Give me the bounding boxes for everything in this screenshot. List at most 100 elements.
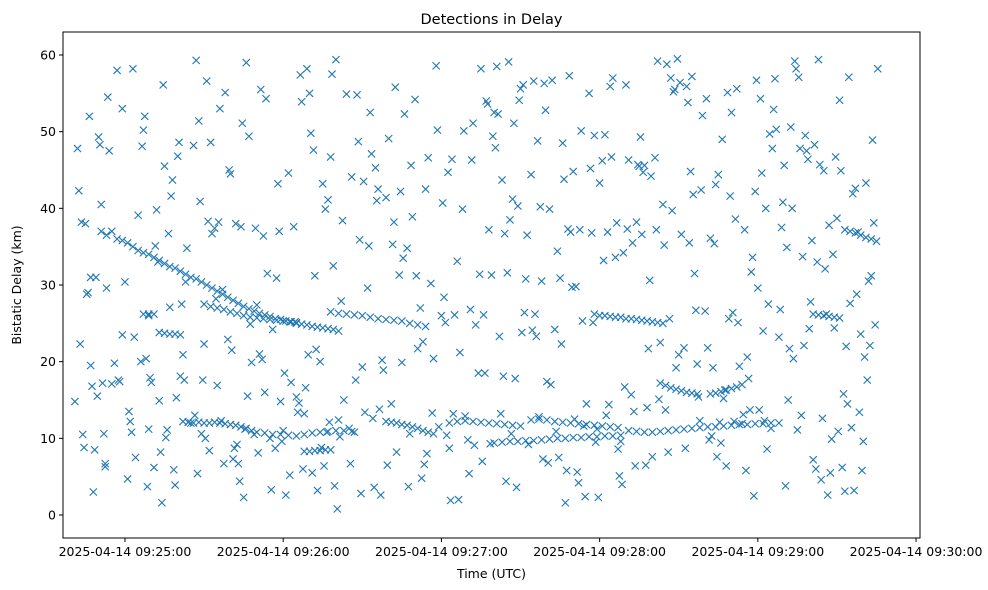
data-point <box>724 314 733 323</box>
data-point <box>421 185 430 194</box>
data-point <box>418 337 427 346</box>
data-point <box>685 238 694 247</box>
data-point <box>615 471 624 480</box>
data-point <box>792 64 801 73</box>
data-point <box>664 448 673 457</box>
data-point <box>604 400 613 409</box>
data-point <box>88 382 96 391</box>
data-point <box>550 325 559 334</box>
data-point <box>252 300 261 309</box>
data-point <box>223 335 232 344</box>
data-point <box>198 376 207 385</box>
data-point <box>470 441 479 450</box>
data-point <box>128 64 137 73</box>
data-point <box>285 471 294 480</box>
data-point <box>722 461 731 470</box>
data-point <box>350 428 359 437</box>
data-point <box>184 418 193 427</box>
data-point <box>488 132 497 141</box>
data-point <box>817 475 826 484</box>
data-point <box>778 198 787 207</box>
data-point <box>201 434 210 443</box>
data-point <box>366 108 375 117</box>
data-point <box>697 185 706 194</box>
data-point <box>810 140 819 149</box>
data-point <box>239 311 248 320</box>
data-point <box>219 459 228 468</box>
data-point <box>545 435 554 444</box>
data-point <box>527 415 536 424</box>
data-point <box>711 389 720 398</box>
data-point <box>735 420 744 429</box>
data-point <box>413 424 422 433</box>
data-point <box>616 313 625 322</box>
data-point <box>590 131 599 140</box>
y-tick-label: 0 <box>48 508 56 523</box>
data-point <box>463 435 472 444</box>
data-point <box>822 310 831 319</box>
chart-title: Detections in Delay <box>420 12 562 28</box>
data-point <box>629 407 638 416</box>
data-point <box>320 461 329 470</box>
data-point <box>856 330 865 339</box>
data-point <box>600 432 609 441</box>
data-point <box>802 146 811 155</box>
data-point <box>502 477 510 486</box>
data-point <box>774 333 783 342</box>
data-point <box>321 205 330 214</box>
data-point <box>446 496 455 505</box>
data-point <box>326 445 335 454</box>
data-point <box>292 392 301 401</box>
data-point <box>529 436 538 445</box>
data-point <box>673 54 682 63</box>
data-point <box>755 405 764 414</box>
data-point <box>592 425 601 434</box>
data-point <box>400 110 409 119</box>
data-point <box>93 392 102 401</box>
data-point <box>329 325 338 334</box>
x-tick-label: 2025-04-14 09:30:00 <box>850 544 983 559</box>
data-point <box>507 429 516 438</box>
data-point <box>651 153 659 162</box>
data-point <box>396 187 405 196</box>
data-point <box>335 432 344 441</box>
data-point <box>329 261 338 270</box>
data-point <box>658 319 667 328</box>
data-point <box>811 465 820 473</box>
data-point <box>499 372 508 381</box>
data-point <box>785 344 794 353</box>
data-point <box>552 427 561 436</box>
data-point <box>159 80 168 89</box>
data-point <box>764 300 773 309</box>
data-point <box>690 269 699 278</box>
data-point <box>345 424 354 433</box>
data-point <box>531 310 539 319</box>
data-point <box>367 149 376 158</box>
data-point <box>624 426 633 435</box>
data-point <box>302 320 311 329</box>
data-point <box>832 214 841 223</box>
data-point <box>727 108 736 117</box>
data-point <box>118 236 127 245</box>
data-point <box>496 409 505 418</box>
data-point <box>513 437 522 446</box>
data-point <box>387 399 396 408</box>
data-point <box>734 318 743 327</box>
data-point <box>152 205 161 214</box>
x-axis-label: Time (UTC) <box>456 566 526 581</box>
data-point <box>528 326 537 335</box>
data-point <box>722 386 731 395</box>
data-point <box>723 88 732 97</box>
data-point <box>127 428 136 437</box>
data-point <box>689 190 698 199</box>
data-point <box>102 231 111 240</box>
data-point <box>149 310 158 319</box>
data-point <box>512 483 521 492</box>
data-point <box>819 166 828 175</box>
data-point <box>627 390 636 399</box>
data-point <box>768 144 777 153</box>
data-point <box>213 381 222 390</box>
data-point <box>823 491 832 500</box>
data-point <box>573 468 582 477</box>
data-point <box>169 465 178 474</box>
